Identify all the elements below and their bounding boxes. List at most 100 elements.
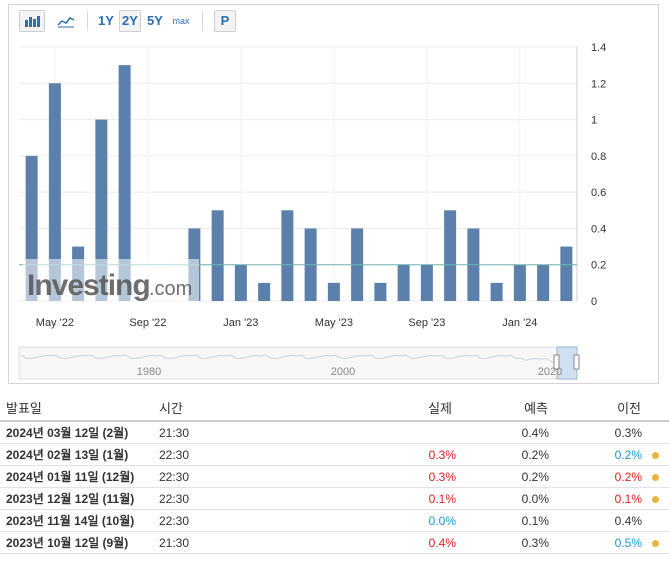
row-previous: 0.5% (614, 536, 642, 550)
history-table: 발표일 시간 실제 예측 이전 2024년 03월 12일 (2월) 21:30 0… (0, 398, 669, 554)
y-tick-label: 0.8 (591, 151, 606, 163)
range-5y-button[interactable]: 5Y (147, 13, 163, 28)
line-chart-icon (57, 17, 75, 28)
row-actual: 0.0% (428, 514, 456, 528)
y-tick-label: 0.4 (591, 223, 606, 235)
bar (211, 210, 224, 301)
y-tick-label: 1.2 (591, 78, 606, 90)
x-tick-label: May '22 (36, 317, 74, 329)
x-tick-label: Sep '23 (408, 317, 445, 329)
table-row: 2024년 03월 12일 (2월) 21:30 0.4% 0.3% (0, 422, 669, 444)
bar (537, 264, 550, 301)
watermark-suffix: .com (149, 278, 192, 300)
y-tick-label: 0 (591, 296, 597, 308)
navigator-handle-left (553, 354, 560, 370)
row-time: 22:30 (159, 470, 190, 484)
revision-dot-icon (652, 474, 659, 481)
watermark-backdrop (23, 259, 199, 301)
toolbar-separator (87, 11, 88, 31)
range-max-button[interactable]: max (172, 16, 190, 26)
navigator-handle-right (573, 354, 580, 370)
bar-chart-icon (25, 16, 40, 27)
row-forecast: 0.4% (521, 426, 549, 440)
watermark-logo: Investing (27, 269, 150, 302)
bar (420, 264, 433, 301)
row-actual: 0.1% (428, 492, 456, 506)
navigator-series (20, 354, 572, 362)
bar (118, 65, 131, 301)
table-row: 2024년 02월 13일 (1월) 22:30 0.3% 0.2% 0.2% (0, 444, 669, 466)
x-tick-label: Sep '22 (129, 317, 166, 329)
chart-toolbar: 1Y 2Y 5Y max P (9, 5, 658, 37)
bar (513, 264, 526, 301)
y-tick-label: 0.6 (591, 187, 606, 199)
range-2y-button[interactable]: 2Y (119, 10, 141, 32)
bar-chart-type-button[interactable] (19, 10, 45, 32)
bar (48, 83, 61, 302)
p-button[interactable]: P (214, 10, 236, 32)
x-tick-label: Jan '23 (223, 317, 258, 329)
bar (258, 282, 271, 301)
row-date: 2024년 02월 13일 (1월) (6, 448, 129, 462)
bar (95, 119, 108, 301)
header-actual[interactable]: 실제 (428, 401, 452, 416)
row-previous: 0.2% (614, 448, 642, 462)
bar (397, 264, 410, 301)
row-time: 22:30 (159, 514, 190, 528)
row-actual: 0.3% (428, 470, 456, 484)
row-time: 21:30 (159, 426, 190, 440)
line-chart-type-button[interactable] (53, 10, 79, 32)
navigator (18, 346, 578, 380)
row-previous: 0.2% (614, 470, 642, 484)
bar (327, 282, 340, 301)
table-row: 2023년 12월 12일 (11월) 22:30 0.1% 0.0% 0.1% (0, 488, 669, 510)
row-previous: 0.4% (614, 514, 642, 528)
y-tick-label: 0.2 (591, 260, 606, 272)
chart-container: 1Y 2Y 5Y max P 1.4 1.2 1 0.8 0.6 0.4 0.2 0 Inves… (8, 4, 659, 384)
bar (281, 210, 294, 301)
row-date: 2023년 10월 12일 (9월) (6, 536, 129, 550)
row-time: 22:30 (159, 492, 190, 506)
row-time: 22:30 (159, 448, 190, 462)
revision-dot-icon (652, 496, 659, 503)
navigator-year-label: 2000 (331, 366, 355, 378)
revision-dot-icon (652, 540, 659, 547)
row-date: 2023년 11월 14일 (10월) (6, 514, 135, 528)
table-row: 2023년 11월 14일 (10월) 22:30 0.0% 0.1% 0.4% (0, 510, 669, 532)
navigator-year-label: 1980 (137, 366, 161, 378)
header-date[interactable]: 발표일 (6, 401, 42, 416)
bar (444, 210, 457, 301)
table-row: 2024년 01월 11일 (12월) 22:30 0.3% 0.2% 0.2% (0, 466, 669, 488)
bar (560, 246, 573, 301)
x-tick-label: May '23 (315, 317, 353, 329)
row-previous: 0.3% (614, 426, 642, 440)
row-actual: 0.3% (428, 448, 456, 462)
bar (374, 282, 387, 301)
bar-chart: 1.4 1.2 1 0.8 0.6 0.4 0.2 0 Investing .com May '22… (18, 42, 606, 380)
bar (234, 264, 247, 301)
row-forecast: 0.3% (521, 536, 549, 550)
row-forecast: 0.0% (521, 492, 549, 506)
row-forecast: 0.1% (521, 514, 549, 528)
row-date: 2024년 03월 12일 (2월) (6, 426, 129, 440)
table-row: 2023년 10월 12일 (9월) 21:30 0.4% 0.3% 0.5% (0, 532, 669, 554)
y-tick-label: 1 (591, 115, 597, 127)
header-time[interactable]: 시간 (159, 401, 183, 416)
x-tick-label: Jan '24 (502, 317, 537, 329)
revision-dot-icon (652, 452, 659, 459)
row-actual: 0.4% (428, 536, 456, 550)
row-forecast: 0.2% (521, 470, 549, 484)
row-time: 21:30 (159, 536, 190, 550)
row-date: 2024년 01월 11일 (12월) (6, 470, 135, 484)
table-header-row: 발표일 시간 실제 예측 이전 (0, 398, 669, 422)
toolbar-separator (202, 11, 203, 31)
header-previous[interactable]: 이전 (617, 401, 641, 416)
bar (490, 282, 503, 301)
y-tick-label: 1.4 (591, 42, 606, 54)
row-forecast: 0.2% (521, 448, 549, 462)
header-forecast[interactable]: 예측 (524, 401, 548, 416)
row-date: 2023년 12월 12일 (11월) (6, 492, 135, 506)
range-1y-button[interactable]: 1Y (98, 13, 114, 28)
navigator-year-label: 2020 (538, 366, 562, 378)
row-previous: 0.1% (614, 492, 642, 506)
